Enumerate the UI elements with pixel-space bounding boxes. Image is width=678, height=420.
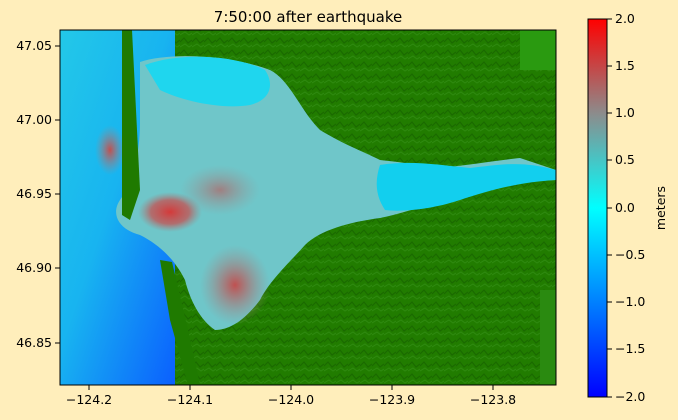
y-axis: 46.85 46.90 46.95 47.00 47.05 [16, 38, 60, 350]
colorbar-tick-label: −0.5 [615, 247, 645, 262]
south-spit [160, 260, 200, 385]
north-spit [122, 30, 140, 220]
x-tick-label: −124.2 [66, 392, 112, 407]
colorbar-tick-label: −2.0 [615, 389, 645, 404]
y-tick-label: 46.90 [16, 260, 52, 275]
colorbar-gradient [587, 18, 608, 398]
colorbar-tick-label: 2.0 [615, 11, 635, 26]
colorbar: 2.0 1.5 1.0 0.5 0.0 −0.5 −1.0 −1.5 −2.0 … [587, 11, 668, 404]
y-tick-label: 47.05 [16, 38, 52, 53]
plot-frame [59, 29, 557, 386]
colorbar-tick-label: 0.0 [615, 200, 635, 215]
x-tick-label: −124.0 [268, 392, 314, 407]
x-tick-label: −123.8 [470, 392, 516, 407]
x-tick-label: −123.9 [369, 392, 415, 407]
surge-west [95, 125, 125, 175]
surge-mid [180, 165, 260, 215]
colorbar-tick-label: 1.0 [615, 105, 635, 120]
x-tick-label: −124.1 [167, 392, 213, 407]
colorbar-tick-label: −1.5 [615, 341, 645, 356]
colorbar-tick-label: 1.5 [615, 58, 635, 73]
river-channel [376, 162, 556, 211]
bay-north [145, 56, 270, 107]
y-tick-label: 46.85 [16, 335, 52, 350]
x-axis: −124.2 −124.1 −124.0 −123.9 −123.8 [66, 385, 516, 407]
heatmap-area [60, 30, 556, 385]
colorbar-tick-label: 0.5 [615, 152, 635, 167]
chart-title: 7:50:00 after earthquake [214, 8, 402, 26]
colorbar-tick-label: −1.0 [615, 294, 645, 309]
y-tick-label: 47.00 [16, 112, 52, 127]
colorbar-label: meters [653, 186, 668, 230]
y-tick-label: 46.95 [16, 186, 52, 201]
surge-south [200, 245, 270, 325]
